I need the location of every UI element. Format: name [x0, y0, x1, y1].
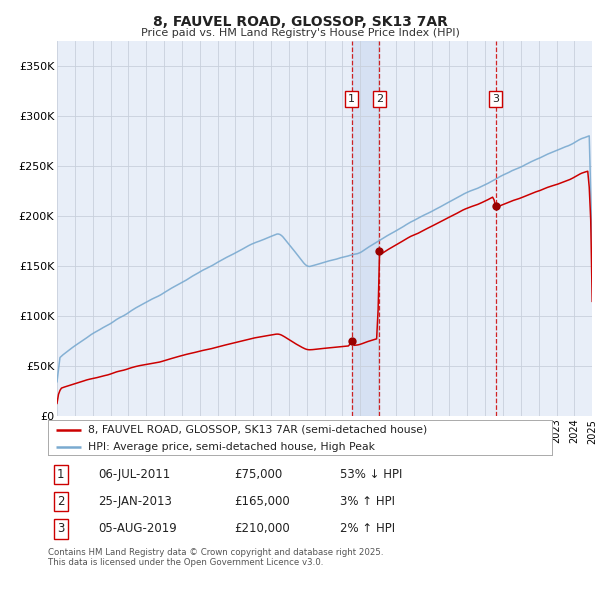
Bar [352, 41, 379, 416]
Text: 8, FAUVEL ROAD, GLOSSOP, SK13 7AR: 8, FAUVEL ROAD, GLOSSOP, SK13 7AR [152, 15, 448, 30]
Text: 1: 1 [348, 94, 355, 104]
Text: 2: 2 [376, 94, 383, 104]
Text: 1: 1 [57, 468, 64, 481]
Text: £75,000: £75,000 [235, 468, 283, 481]
Text: 8, FAUVEL ROAD, GLOSSOP, SK13 7AR (semi-detached house): 8, FAUVEL ROAD, GLOSSOP, SK13 7AR (semi-… [88, 425, 428, 435]
Text: 2: 2 [57, 495, 64, 508]
Text: 3: 3 [492, 94, 499, 104]
Text: 53% ↓ HPI: 53% ↓ HPI [340, 468, 403, 481]
Text: 2% ↑ HPI: 2% ↑ HPI [340, 522, 395, 535]
Text: £165,000: £165,000 [235, 495, 290, 508]
Text: £210,000: £210,000 [235, 522, 290, 535]
Text: Price paid vs. HM Land Registry's House Price Index (HPI): Price paid vs. HM Land Registry's House … [140, 28, 460, 38]
Text: 06-JUL-2011: 06-JUL-2011 [98, 468, 170, 481]
Text: 3% ↑ HPI: 3% ↑ HPI [340, 495, 395, 508]
Text: HPI: Average price, semi-detached house, High Peak: HPI: Average price, semi-detached house,… [88, 442, 376, 451]
Text: Contains HM Land Registry data © Crown copyright and database right 2025.
This d: Contains HM Land Registry data © Crown c… [48, 548, 383, 567]
Text: 05-AUG-2019: 05-AUG-2019 [98, 522, 177, 535]
Text: 3: 3 [57, 522, 64, 535]
Text: 25-JAN-2013: 25-JAN-2013 [98, 495, 172, 508]
